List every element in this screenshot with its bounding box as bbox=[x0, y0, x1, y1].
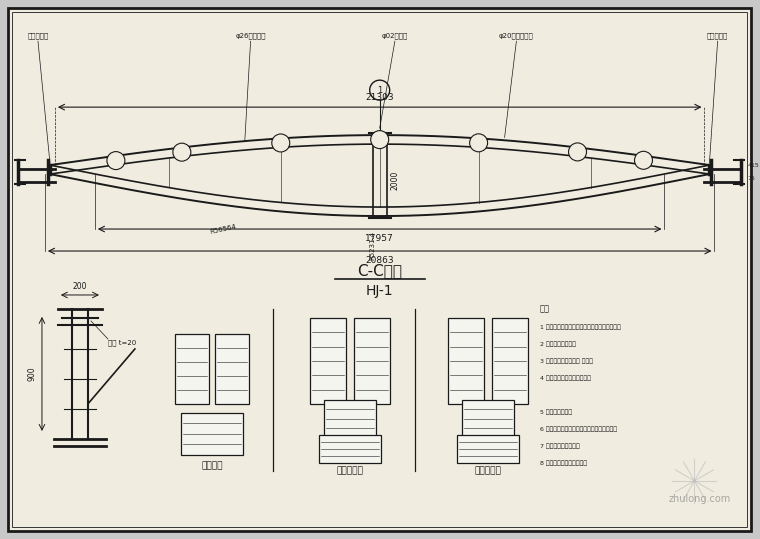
Text: 钢板 t=20: 钢板 t=20 bbox=[108, 339, 136, 345]
Circle shape bbox=[568, 143, 587, 161]
Text: 2 游准差参见圖中；: 2 游准差参见圖中； bbox=[540, 341, 575, 347]
Text: φ02饰面管: φ02饰面管 bbox=[382, 32, 408, 39]
Text: 7 尺寸标注水平尺寸；: 7 尺寸标注水平尺寸； bbox=[540, 443, 579, 449]
Text: φ26饰面拉条: φ26饰面拉条 bbox=[236, 32, 266, 39]
Text: 415: 415 bbox=[747, 163, 759, 168]
Text: 活动铰支座: 活动铰支座 bbox=[336, 466, 363, 475]
Text: 2000: 2000 bbox=[391, 170, 400, 190]
Text: R5231.4: R5231.4 bbox=[369, 231, 375, 260]
Text: 75: 75 bbox=[747, 176, 755, 181]
Circle shape bbox=[635, 151, 653, 169]
Text: 5 钉板制作历程：: 5 钉板制作历程： bbox=[540, 409, 572, 415]
Text: 固定铰支座: 固定铰支座 bbox=[474, 466, 501, 475]
Bar bbox=[318, 435, 381, 463]
Text: 17957: 17957 bbox=[366, 234, 394, 243]
Bar bbox=[181, 413, 242, 455]
Text: 1: 1 bbox=[377, 86, 382, 95]
Text: 支座上部: 支座上部 bbox=[201, 461, 223, 470]
Text: HJ-1: HJ-1 bbox=[366, 284, 394, 298]
Bar bbox=[461, 400, 514, 438]
Circle shape bbox=[272, 134, 290, 152]
Text: 8 面涂处理方法（白色）。: 8 面涂处理方法（白色）。 bbox=[540, 460, 587, 466]
Text: zhulong.com: zhulong.com bbox=[668, 494, 730, 504]
Text: 4 钉板要求温度及钸柶内容；: 4 钉板要求温度及钸柶内容； bbox=[540, 375, 591, 381]
Bar bbox=[457, 435, 518, 463]
Circle shape bbox=[173, 143, 191, 161]
Bar bbox=[310, 318, 346, 404]
Bar bbox=[492, 318, 527, 404]
Text: 900: 900 bbox=[27, 367, 36, 381]
Text: φ20不锈钢拉杆: φ20不锈钢拉杆 bbox=[499, 32, 534, 39]
Bar bbox=[215, 334, 249, 404]
Text: 200: 200 bbox=[73, 282, 87, 291]
Text: 20863: 20863 bbox=[366, 256, 394, 265]
Bar bbox=[353, 318, 390, 404]
Text: 6 尺寸标注明细子标尺出的尺寸请按此施工；: 6 尺寸标注明细子标尺出的尺寸请按此施工； bbox=[540, 426, 616, 432]
Text: 活动铰支座: 活动铰支座 bbox=[707, 32, 728, 39]
Text: 1 鑰物如无特别说明，所有尺寸均为毫米单位；: 1 鑰物如无特别说明，所有尺寸均为毫米单位； bbox=[540, 324, 620, 330]
Text: 固定铰支座: 固定铰支座 bbox=[27, 32, 49, 39]
Circle shape bbox=[470, 134, 488, 152]
Bar bbox=[324, 400, 375, 438]
Text: 注：: 注： bbox=[540, 304, 549, 313]
Bar bbox=[448, 318, 483, 404]
Circle shape bbox=[107, 151, 125, 170]
Text: C-C剖面: C-C剖面 bbox=[357, 264, 402, 279]
Circle shape bbox=[371, 130, 388, 149]
Text: 21303: 21303 bbox=[366, 93, 394, 102]
Text: 3 尺寸请以实际为准， 核对；: 3 尺寸请以实际为准， 核对； bbox=[540, 358, 593, 364]
Text: R56564: R56564 bbox=[210, 224, 237, 235]
Bar bbox=[175, 334, 209, 404]
